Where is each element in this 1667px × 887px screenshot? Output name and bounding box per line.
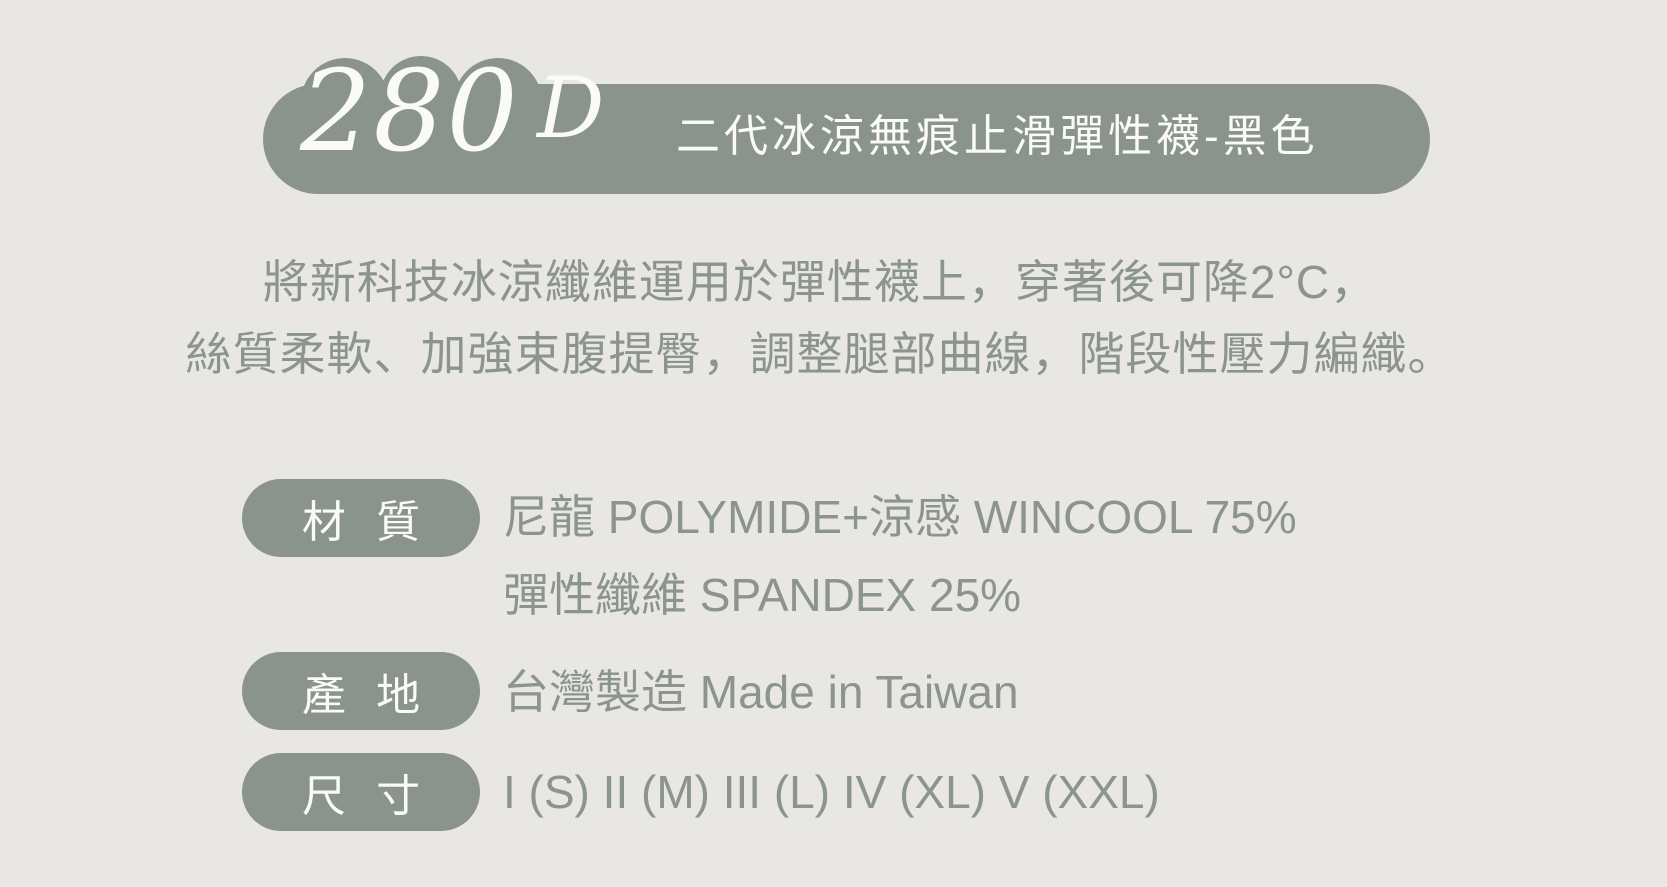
- spec-value-size: I (S) II (M) III (L) IV (XL) V (XXL): [503, 753, 1160, 831]
- spec-label-material: 材 質: [242, 479, 480, 557]
- product-description: 將新科技冰涼纖維運用於彈性襪上，穿著後可降2°C， 絲質柔軟、加強束腹提臀，調整…: [0, 246, 1640, 390]
- denier-unit: D: [537, 59, 605, 157]
- spec-label-material-text: 材 質: [301, 498, 421, 547]
- banner-cloud-bump: [380, 56, 462, 138]
- description-line-2: 絲質柔軟、加強束腹提臀，調整腿部曲線，階段性壓力編織。: [185, 328, 1455, 380]
- banner-cloud-bump: [454, 58, 542, 146]
- spec-value-size-line-1: I (S) II (M) III (L) IV (XL) V (XXL): [503, 766, 1160, 818]
- spec-label-origin-text: 產 地: [301, 671, 421, 720]
- spec-label-origin: 產 地: [242, 652, 480, 730]
- spec-value-material: 尼龍 POLYMIDE+涼感 WINCOOL 75% 彈性纖維 SPANDEX …: [503, 478, 1297, 634]
- spec-label-size: 尺 寸: [242, 753, 480, 831]
- spec-label-size-text: 尺 寸: [301, 772, 421, 821]
- spec-value-origin: 台灣製造 Made in Taiwan: [503, 653, 1019, 731]
- product-title: 二代冰涼無痕止滑彈性襪-黑色: [676, 112, 1319, 161]
- spec-value-material-line-2: 彈性纖維 SPANDEX 25%: [503, 569, 1022, 621]
- denier-value: 280: [300, 47, 520, 177]
- banner-cloud-bump: [301, 58, 389, 146]
- spec-value-material-line-1: 尼龍 POLYMIDE+涼感 WINCOOL 75%: [503, 491, 1297, 543]
- description-line-1: 將新科技冰涼纖維運用於彈性襪上，穿著後可降2°C，: [262, 256, 1378, 308]
- spec-value-origin-line-1: 台灣製造 Made in Taiwan: [503, 666, 1019, 718]
